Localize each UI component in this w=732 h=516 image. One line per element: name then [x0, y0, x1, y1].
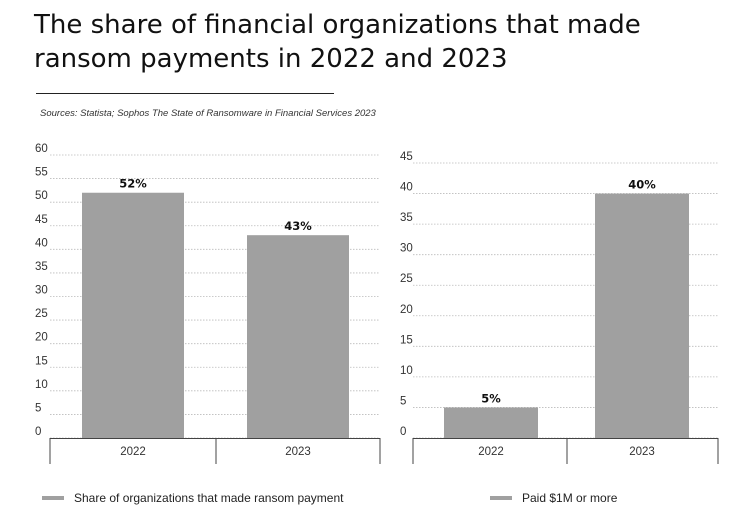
y-tick-label: 20 [35, 332, 48, 344]
sources-note: Sources: Statista; Sophos The State of R… [40, 108, 376, 119]
data-label: 43% [284, 219, 312, 233]
data-label: 40% [628, 178, 656, 192]
y-tick-label: 15 [400, 334, 413, 346]
y-tick-label: 5 [35, 402, 41, 414]
y-tick-label: 30 [400, 243, 413, 255]
x-tick-label: 2022 [478, 446, 504, 458]
right-legend: Paid $1M or more [490, 491, 617, 505]
y-tick-label: 25 [35, 308, 48, 320]
right-legend-label: Paid $1M or more [522, 491, 618, 505]
y-tick-label: 25 [400, 273, 413, 285]
title-underline [36, 93, 334, 94]
y-tick-label: 50 [35, 190, 48, 202]
x-tick-label: 2023 [285, 446, 311, 458]
y-tick-label: 45 [35, 214, 48, 226]
data-label: 5% [481, 391, 501, 405]
bar [595, 193, 689, 438]
y-tick-label: 30 [35, 285, 48, 297]
y-tick-label: 20 [400, 304, 413, 316]
legend-swatch [490, 496, 512, 500]
bar [444, 407, 538, 438]
bar [82, 192, 184, 438]
y-tick-label: 35 [35, 261, 48, 273]
left-legend-label: Share of organizations that made ransom … [74, 491, 344, 505]
y-tick-label: 45 [400, 151, 413, 163]
y-tick-label: 10 [400, 365, 413, 377]
legend-swatch [42, 496, 64, 500]
y-tick-label: 40 [400, 182, 413, 194]
y-tick-label: 5 [400, 395, 406, 407]
y-tick-label: 10 [35, 379, 48, 391]
y-tick-label: 0 [400, 426, 406, 438]
y-tick-label: 60 [35, 143, 48, 155]
bar [247, 235, 349, 438]
y-tick-label: 55 [35, 167, 48, 179]
chart-title: The share of financial organizations tha… [34, 10, 641, 74]
left-legend: Share of organizations that made ransom … [42, 491, 343, 505]
y-tick-label: 0 [35, 426, 41, 438]
x-tick-label: 2023 [629, 446, 655, 458]
y-tick-label: 40 [35, 237, 48, 249]
x-tick-label: 2022 [120, 446, 146, 458]
data-label: 52% [119, 177, 147, 191]
y-tick-label: 35 [400, 212, 413, 224]
y-tick-label: 15 [35, 355, 48, 367]
